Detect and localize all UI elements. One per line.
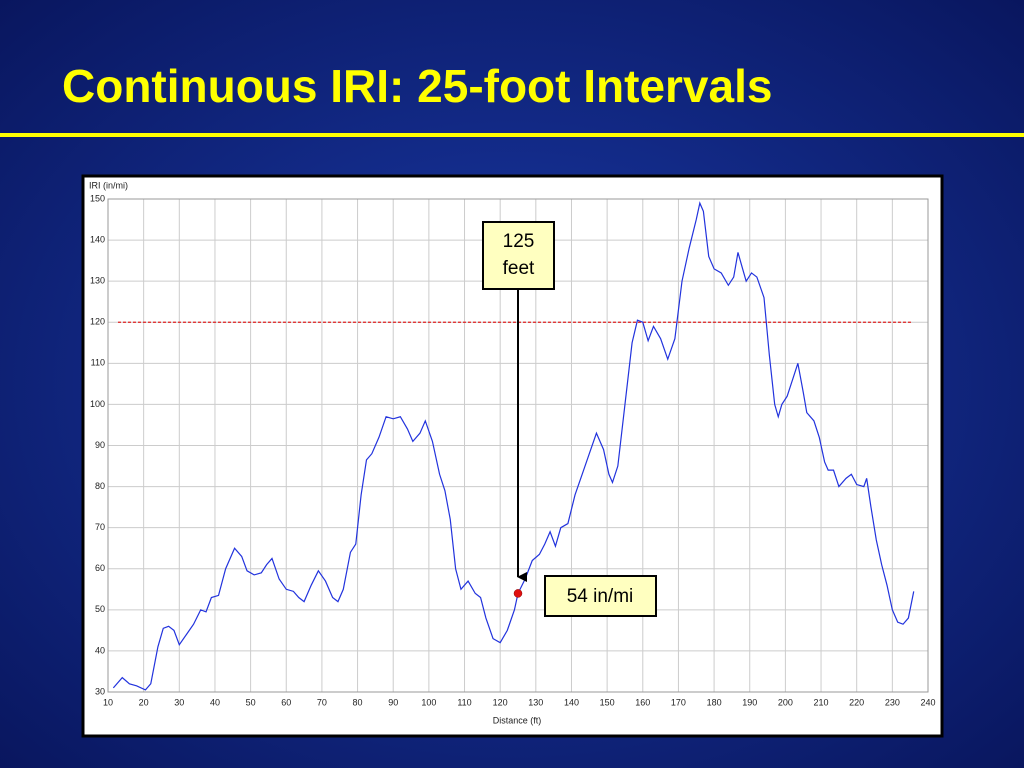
y-tick-label: 70 <box>95 522 105 532</box>
data-line <box>112 201 915 691</box>
y-tick-label: 140 <box>90 234 105 244</box>
callout-text: 125 <box>503 231 535 252</box>
x-tick-label: 110 <box>457 697 471 707</box>
y-tick-label: 80 <box>95 481 105 491</box>
y-axis-label: IRI (in/mi) <box>89 180 128 190</box>
x-tick-label: 10 <box>103 697 113 707</box>
y-tick-label: 60 <box>95 563 105 573</box>
callout-text: feet <box>503 258 535 279</box>
x-tick-label: 100 <box>421 697 436 707</box>
y-tick-label: 100 <box>90 399 105 409</box>
y-tick-label: 90 <box>95 440 105 450</box>
x-tick-label: 40 <box>210 697 220 707</box>
point-marker <box>513 589 523 598</box>
marker-label-box <box>544 575 657 617</box>
x-tick-label: 90 <box>388 697 398 707</box>
x-tick-label: 190 <box>742 697 757 707</box>
marker-label: 54 in/mi <box>567 586 634 607</box>
y-tick-label: 110 <box>91 358 105 368</box>
slide-title: Continuous IRI: 25-foot Intervals <box>62 60 772 112</box>
x-tick-label: 180 <box>707 697 722 707</box>
y-tick-label: 30 <box>95 686 105 696</box>
x-tick-label: 200 <box>778 697 793 707</box>
y-tick-label: 120 <box>90 317 105 327</box>
y-tick-label: 130 <box>90 276 105 286</box>
x-tick-label: 70 <box>317 697 327 707</box>
x-tick-label: 150 <box>600 697 615 707</box>
x-tick-label: 130 <box>528 697 543 707</box>
x-tick-label: 80 <box>353 697 363 707</box>
plot-frame <box>107 198 929 693</box>
x-tick-label: 170 <box>671 697 686 707</box>
x-tick-label: 210 <box>814 697 829 707</box>
x-tick-label: 160 <box>635 697 650 707</box>
x-tick-label: 20 <box>139 697 149 707</box>
callout-box <box>482 221 555 290</box>
x-tick-label: 140 <box>564 697 579 707</box>
x-tick-label: 240 <box>920 697 935 707</box>
x-tick-label: 50 <box>246 697 256 707</box>
y-tick-label: 40 <box>95 645 105 655</box>
x-tick-label: 230 <box>885 697 900 707</box>
x-tick-label: 60 <box>281 697 291 707</box>
y-tick-label: 150 <box>90 193 105 203</box>
title-rule <box>0 133 1024 137</box>
x-axis-label: Distance (ft) <box>493 715 542 725</box>
x-tick-label: 220 <box>849 697 864 707</box>
x-tick-label: 120 <box>493 697 508 707</box>
x-tick-label: 30 <box>174 697 184 707</box>
y-tick-label: 50 <box>95 604 105 614</box>
